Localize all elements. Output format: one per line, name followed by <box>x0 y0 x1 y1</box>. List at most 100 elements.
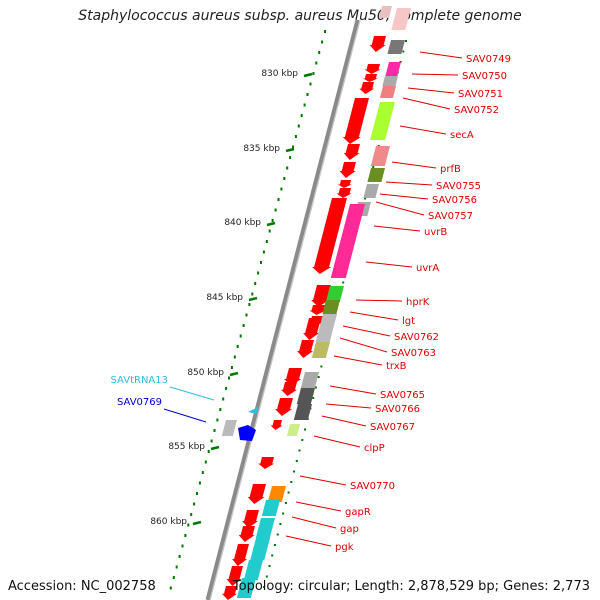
label-leader-line <box>349 311 399 321</box>
ruler-dot <box>201 471 204 474</box>
ruler-dot <box>318 51 321 54</box>
ruler-dot <box>402 50 405 53</box>
ruler-dot <box>276 533 279 536</box>
label-leader-line <box>333 355 383 366</box>
forward-gene-arrow <box>238 526 255 542</box>
label-leader-line <box>399 125 447 135</box>
label-leader-line <box>339 337 388 353</box>
ruler-dot <box>271 554 274 557</box>
ruler-dot <box>198 481 201 485</box>
gene-label: SAV0765 <box>380 390 425 401</box>
gene-box <box>325 286 344 302</box>
ruler-dot <box>262 250 265 254</box>
gene-box <box>221 420 237 436</box>
gene-box <box>391 8 411 30</box>
gene-features <box>221 6 411 600</box>
gene-box <box>370 102 395 140</box>
ruler-dot <box>372 166 375 168</box>
ruler-dot <box>309 82 312 86</box>
gene-label: uvrB <box>424 227 447 238</box>
ruler-dot <box>287 491 290 494</box>
ruler-dot <box>172 576 175 579</box>
label-leaders <box>163 51 463 547</box>
label-leader-line <box>385 181 433 186</box>
ruler-dot <box>196 492 198 495</box>
label-leader-line <box>163 408 207 423</box>
gene-label: SAVtRNA13 <box>111 375 169 386</box>
forward-gene-arrow <box>342 98 369 144</box>
gene-box <box>243 560 263 580</box>
label-leader-line <box>407 87 455 94</box>
ruler-dot <box>300 114 303 117</box>
genome-backbone <box>205 19 361 600</box>
ruler-dot <box>222 397 225 401</box>
ruler-dot <box>178 555 181 558</box>
ruler-tick <box>192 520 202 526</box>
ruler-dot <box>207 450 210 453</box>
gene-label: trxB <box>386 361 407 372</box>
gene-box <box>238 425 256 441</box>
gene-label: SAV0766 <box>375 404 420 415</box>
label-leader-line <box>379 193 429 200</box>
gene-box <box>367 168 385 182</box>
gene-label: SAV0757 <box>428 211 473 222</box>
ruler-dot <box>268 229 271 233</box>
gene-label: hprK <box>406 297 430 308</box>
gene-box <box>330 204 365 278</box>
gene-label: SAV0763 <box>391 348 436 359</box>
ruler-dot <box>284 502 287 504</box>
label-leader-line <box>285 535 332 547</box>
ruler-tick-label: 855 kbp <box>168 442 205 452</box>
gene-box <box>255 518 275 538</box>
label-leader-line <box>295 501 342 512</box>
ruler-tick <box>229 371 239 377</box>
label-leader-line <box>169 386 215 401</box>
backbone-line <box>205 19 361 600</box>
label-leader-line <box>411 73 459 76</box>
ruler-dot <box>230 366 233 369</box>
gene-label: SAV0752 <box>454 105 499 116</box>
forward-gene-arrow <box>258 457 275 469</box>
ruler-tick-label: 830 kbp <box>261 69 298 79</box>
ruler-dot <box>236 345 239 348</box>
ruler-dot <box>342 281 345 284</box>
ruler-dot <box>279 523 282 525</box>
forward-gene-arrow <box>297 340 314 358</box>
ruler-dot <box>293 470 296 473</box>
ruler-dot <box>274 544 276 546</box>
ruler-dot <box>317 376 320 378</box>
ruler-tick-label: 845 kbp <box>206 293 243 303</box>
ruler-ticks: 830 kbp 835 kbp 840 kbp 845 kbp 850 kbp 855 k… <box>150 69 313 527</box>
ruler-dot <box>274 208 277 212</box>
ruler-dot <box>239 334 242 338</box>
map-title: Staphylococcus aureus subsp. aureus Mu50… <box>78 8 522 24</box>
ruler-tick-label: 860 kbp <box>150 517 187 527</box>
label-leader-line <box>391 161 437 169</box>
ruler-tick <box>303 72 313 78</box>
ruler-dot <box>283 177 286 180</box>
ruler-dot <box>315 61 318 65</box>
forward-gene-arrow <box>226 566 243 586</box>
ruler-dot <box>282 512 285 515</box>
ruler-dot <box>228 376 230 380</box>
label-leader-line <box>373 225 421 232</box>
gene-box <box>293 404 312 420</box>
gene-label: SAV0750 <box>462 71 507 82</box>
forward-gene-arrow <box>247 484 266 504</box>
ruler-dot <box>216 418 219 422</box>
label-leader-line <box>291 516 337 529</box>
ruler-dot <box>251 292 254 296</box>
ruler-dot <box>169 586 172 590</box>
ruler-dot <box>405 40 407 42</box>
label-leader-line <box>365 261 413 268</box>
ruler-dot <box>204 460 207 464</box>
gene-box <box>382 76 398 86</box>
ruler-dot <box>225 387 228 390</box>
gene-box <box>387 40 405 54</box>
forward-gene-arrow <box>242 510 259 528</box>
ruler-dot <box>294 135 297 138</box>
gene-box <box>379 86 396 98</box>
ruler-dot <box>289 156 292 159</box>
gene-box <box>300 372 319 390</box>
